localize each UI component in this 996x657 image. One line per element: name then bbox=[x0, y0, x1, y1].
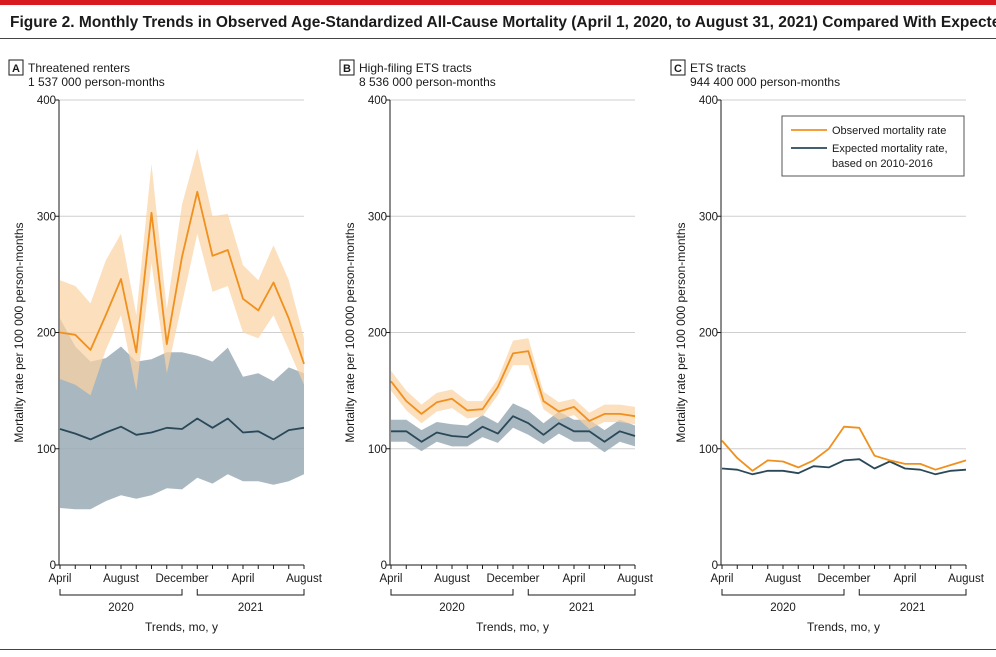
expected-series-line bbox=[391, 415, 636, 443]
x-tick-label: August bbox=[434, 573, 471, 585]
x-tick-label: April bbox=[710, 573, 733, 585]
x-tick-label: August bbox=[948, 573, 985, 585]
expected-series-line bbox=[721, 458, 967, 476]
panel-c: 0 100 200 300 400 April August December April Aug… bbox=[670, 59, 985, 634]
x-tick-label: August bbox=[286, 573, 323, 585]
x-tick-label: April bbox=[893, 573, 916, 585]
panel-letter-box bbox=[8, 59, 24, 76]
observed-confidence-band bbox=[60, 148, 304, 396]
y-tick-label: 300 bbox=[37, 211, 56, 223]
x-axis-title: Trends, mo, y bbox=[145, 620, 218, 634]
year-bracket bbox=[527, 589, 636, 596]
x-tick-label: August bbox=[617, 573, 654, 585]
panel-letter: B bbox=[343, 63, 351, 75]
y-tick-label: 100 bbox=[699, 444, 718, 456]
y-tick-label: 0 bbox=[712, 560, 718, 572]
x-tick-label: April bbox=[231, 573, 254, 585]
expected-confidence-band bbox=[391, 403, 635, 453]
panel-title: High-filing ETS tracts bbox=[359, 61, 472, 75]
year-label: 2020 bbox=[108, 602, 134, 614]
y-axis-title: Mortality rate per 100 000 person-months bbox=[674, 222, 688, 442]
x-tick-label: December bbox=[817, 573, 870, 585]
legend-box bbox=[781, 115, 965, 177]
y-tick-label: 100 bbox=[37, 444, 56, 456]
panel-letter: C bbox=[674, 63, 682, 75]
figure-title: Figure 2. Monthly Trends in Observed Age… bbox=[10, 14, 996, 31]
y-tick-label: 400 bbox=[368, 95, 387, 107]
year-bracket bbox=[721, 589, 845, 596]
year-label: 2021 bbox=[569, 602, 595, 614]
y-tick-label: 400 bbox=[699, 95, 718, 107]
x-tick-label: August bbox=[103, 573, 140, 585]
year-label: 2021 bbox=[238, 602, 264, 614]
y-tick-label: 200 bbox=[699, 328, 718, 340]
y-tick-label: 400 bbox=[37, 95, 56, 107]
year-label: 2020 bbox=[770, 602, 796, 614]
bottom-rule bbox=[0, 649, 996, 650]
panel-a: 0 100 200 300 400 April August December April Aug… bbox=[8, 59, 323, 634]
x-tick-label: December bbox=[486, 573, 539, 585]
panel-b: 0 100 200 300 400 April August December April Aug… bbox=[339, 59, 654, 634]
year-bracket bbox=[858, 589, 967, 596]
expected-confidence-band bbox=[60, 318, 304, 510]
y-tick-label: 300 bbox=[699, 211, 718, 223]
legend-observed-label: Observed mortality rate bbox=[832, 125, 946, 137]
x-tick-label: December bbox=[155, 573, 208, 585]
y-tick-label: 200 bbox=[37, 328, 56, 340]
y-tick-label: 0 bbox=[50, 560, 56, 572]
observed-series-line bbox=[390, 350, 636, 422]
year-label: 2021 bbox=[900, 602, 926, 614]
year-label: 2020 bbox=[439, 602, 465, 614]
year-bracket bbox=[59, 589, 183, 596]
top-accent-bar bbox=[0, 0, 996, 5]
panel-letter: A bbox=[12, 63, 20, 75]
panel-subtitle: 1 537 000 person-months bbox=[28, 75, 165, 89]
y-tick-label: 200 bbox=[368, 328, 387, 340]
panel-title: Threatened renters bbox=[28, 61, 130, 75]
y-tick-label: 100 bbox=[368, 444, 387, 456]
panel-letter-box bbox=[670, 59, 686, 76]
y-axis-title: Mortality rate per 100 000 person-months bbox=[12, 222, 26, 442]
panel-title: ETS tracts bbox=[690, 61, 746, 75]
y-tick-label: 300 bbox=[368, 211, 387, 223]
x-tick-label: August bbox=[765, 573, 802, 585]
legend-expected-label-line2: based on 2010-2016 bbox=[832, 158, 933, 170]
chart-legend: Observed mortality rate Expected mortalit… bbox=[781, 115, 965, 177]
expected-series-line bbox=[59, 417, 305, 441]
title-rule bbox=[0, 38, 996, 39]
observed-series-line bbox=[721, 425, 967, 472]
legend-expected-label: Expected mortality rate, bbox=[832, 143, 948, 155]
y-axis-title: Mortality rate per 100 000 person-months bbox=[343, 222, 357, 442]
year-bracket bbox=[196, 589, 305, 596]
year-bracket bbox=[390, 589, 514, 596]
panel-subtitle: 8 536 000 person-months bbox=[359, 75, 496, 89]
observed-series-line bbox=[59, 190, 305, 365]
y-tick-label: 0 bbox=[381, 560, 387, 572]
x-tick-label: April bbox=[48, 573, 71, 585]
x-tick-label: April bbox=[562, 573, 585, 585]
x-tick-label: April bbox=[379, 573, 402, 585]
panel-subtitle: 944 400 000 person-months bbox=[690, 75, 840, 89]
panel-letter-box bbox=[339, 59, 355, 76]
x-axis-title: Trends, mo, y bbox=[476, 620, 549, 634]
x-axis-title: Trends, mo, y bbox=[807, 620, 880, 634]
